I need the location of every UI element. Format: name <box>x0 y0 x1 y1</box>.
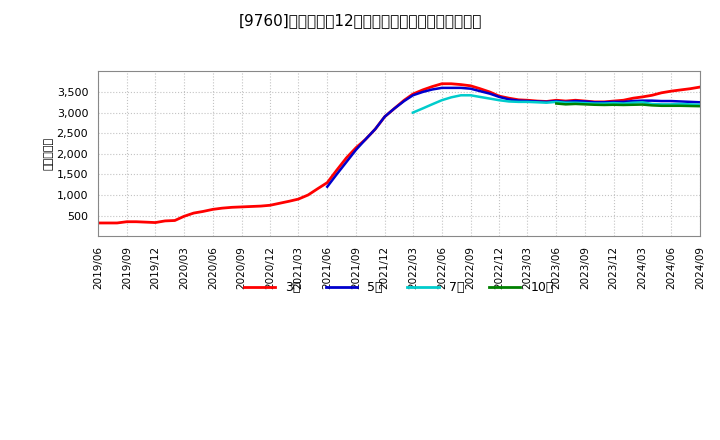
Y-axis label: （百万円）: （百万円） <box>44 137 54 170</box>
Legend: 3年, 5年, 7年, 10年: 3年, 5年, 7年, 10年 <box>239 276 559 299</box>
Line: 7年: 7年 <box>413 95 700 113</box>
Text: [9760]　経常利益12か月移動合計の標準偏差の推移: [9760] 経常利益12か月移動合計の標準偏差の推移 <box>238 13 482 28</box>
Line: 5年: 5年 <box>328 88 700 187</box>
Line: 3年: 3年 <box>98 84 700 223</box>
Line: 10年: 10年 <box>557 103 700 106</box>
